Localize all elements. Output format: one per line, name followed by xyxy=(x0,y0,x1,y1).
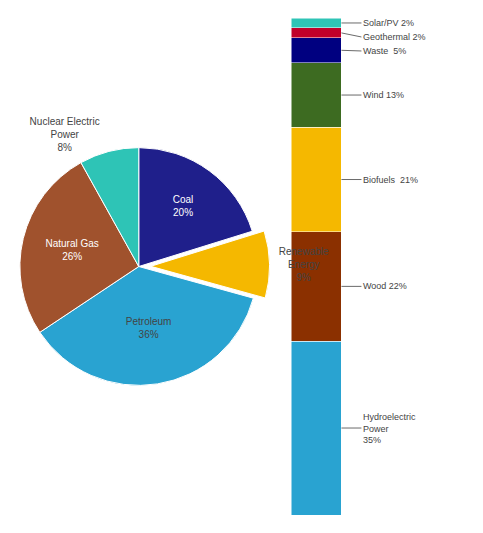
svg-text:Geothermal 2%: Geothermal 2% xyxy=(363,32,426,42)
svg-text:Waste 5%: Waste 5% xyxy=(363,46,406,56)
svg-text:Natural Gas26%: Natural Gas26% xyxy=(45,238,98,262)
svg-text:Petroleum36%: Petroleum36% xyxy=(126,316,172,340)
svg-text:Nuclear ElectricPower8%: Nuclear ElectricPower8% xyxy=(30,116,100,153)
svg-text:HydroelectricPower35%: HydroelectricPower35% xyxy=(363,412,416,445)
svg-text:Biofuels 21%: Biofuels 21% xyxy=(363,175,418,185)
svg-text:Solar/PV 2%: Solar/PV 2% xyxy=(363,18,414,28)
svg-text:RenewableEnergy9%: RenewableEnergy9% xyxy=(279,246,329,283)
svg-text:Wood 22%: Wood 22% xyxy=(363,281,407,291)
svg-text:Coal20%: Coal20% xyxy=(173,194,194,218)
svg-text:Wind 13%: Wind 13% xyxy=(363,90,404,100)
